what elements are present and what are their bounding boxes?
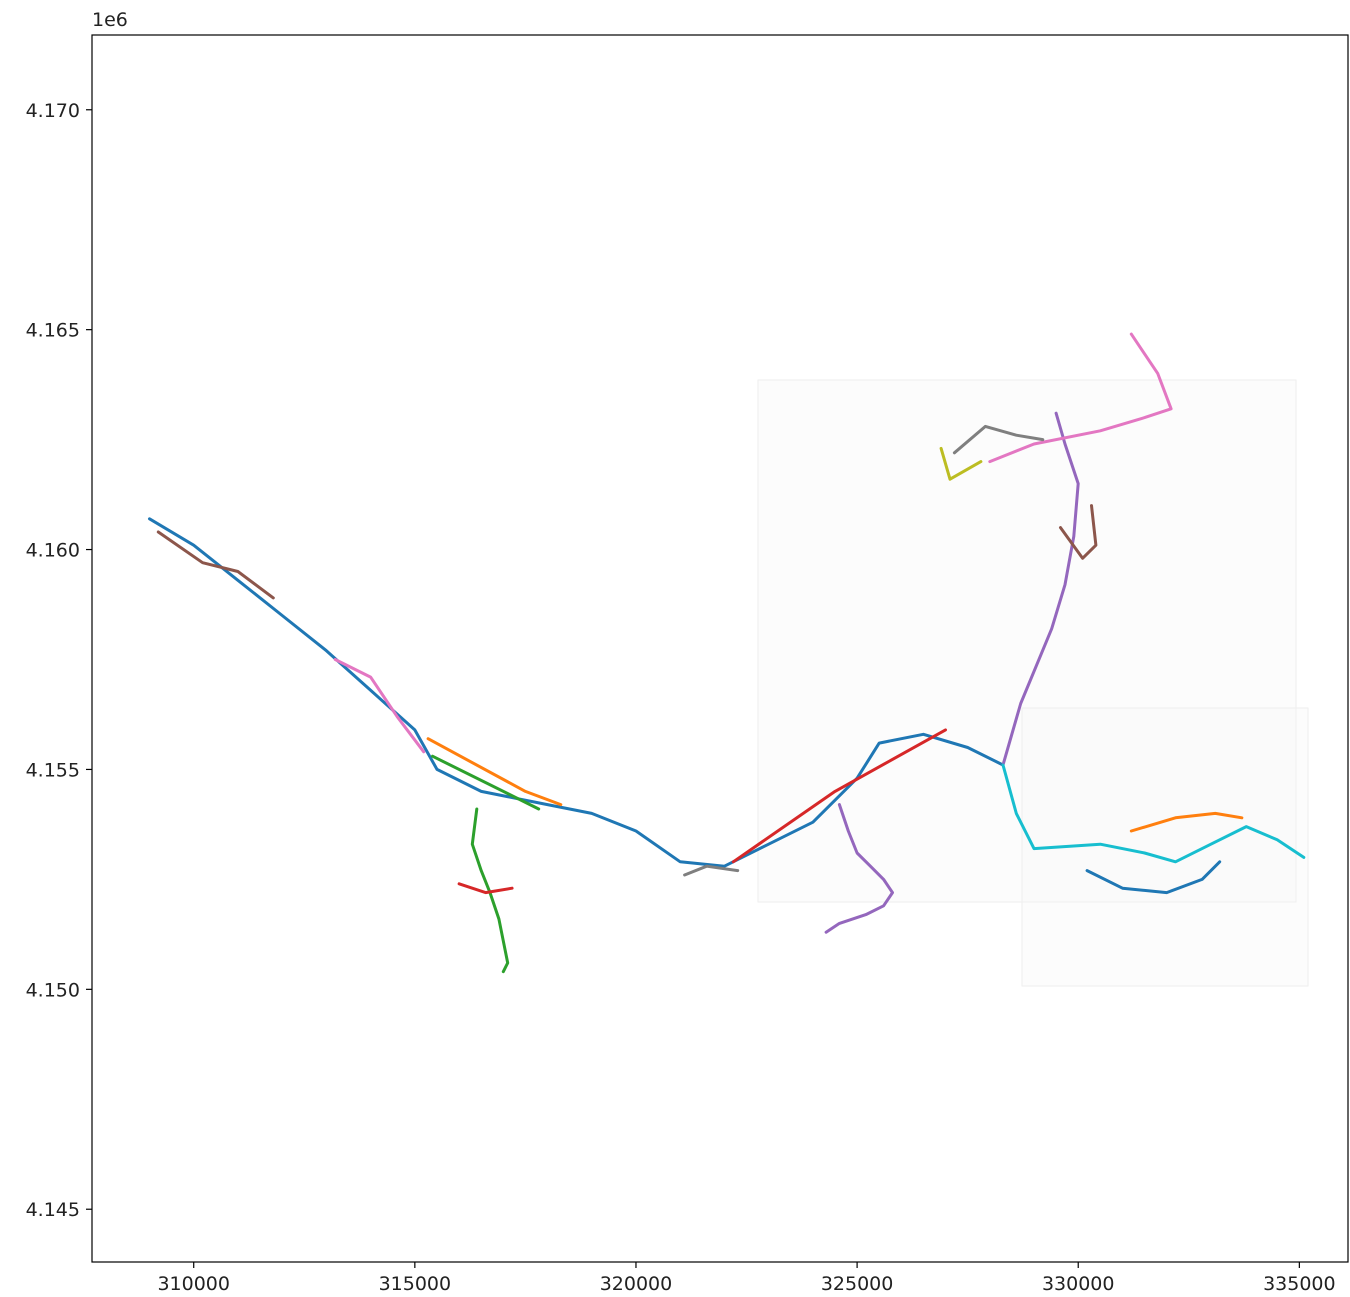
y-axis: 4.145 4.150 4.155 4.160 4.165 4.170 <box>26 100 92 1221</box>
x-tick-label: 325000 <box>821 1273 894 1295</box>
series-line-8 <box>939 446 983 481</box>
series-line-16 <box>333 658 426 754</box>
plot-frame <box>91 34 1349 1263</box>
series-line-13 <box>457 882 514 895</box>
series-layer <box>148 332 1306 974</box>
series-line-14 <box>824 803 894 934</box>
series-line-2 <box>431 754 541 811</box>
series-line-3 <box>731 728 947 864</box>
series-line-4 <box>1001 411 1080 767</box>
y-tick-label: 4.155 <box>26 759 80 781</box>
series-line-17 <box>683 864 740 877</box>
x-tick-label: 330000 <box>1042 1273 1115 1295</box>
series-line-12 <box>470 807 510 974</box>
y-tick-label: 4.145 <box>26 1199 80 1221</box>
series-line-6 <box>988 332 1173 464</box>
series-line-9 <box>1001 763 1306 864</box>
y-tick-label: 4.160 <box>26 540 80 562</box>
y-offset-label: 1e6 <box>92 9 128 31</box>
y-tick-label: 4.170 <box>26 100 80 122</box>
series-line-10 <box>1085 860 1222 895</box>
series-line-0 <box>148 517 1005 868</box>
x-tick-label: 335000 <box>1263 1273 1336 1295</box>
series-line-7 <box>952 424 1045 455</box>
series-line-1 <box>426 737 563 807</box>
y-tick-label: 4.165 <box>26 320 80 342</box>
x-axis: 310000 315000 320000 325000 330000 335000 <box>157 1262 1336 1295</box>
x-tick-label: 310000 <box>157 1273 230 1295</box>
y-tick-label: 4.150 <box>26 979 80 1001</box>
series-line-5 <box>1059 504 1098 560</box>
series-line-15 <box>156 530 275 600</box>
series-line-11 <box>1129 811 1244 833</box>
inset-ghosts <box>757 379 1309 987</box>
x-tick-label: 320000 <box>600 1273 673 1295</box>
x-tick-label: 315000 <box>379 1273 452 1295</box>
